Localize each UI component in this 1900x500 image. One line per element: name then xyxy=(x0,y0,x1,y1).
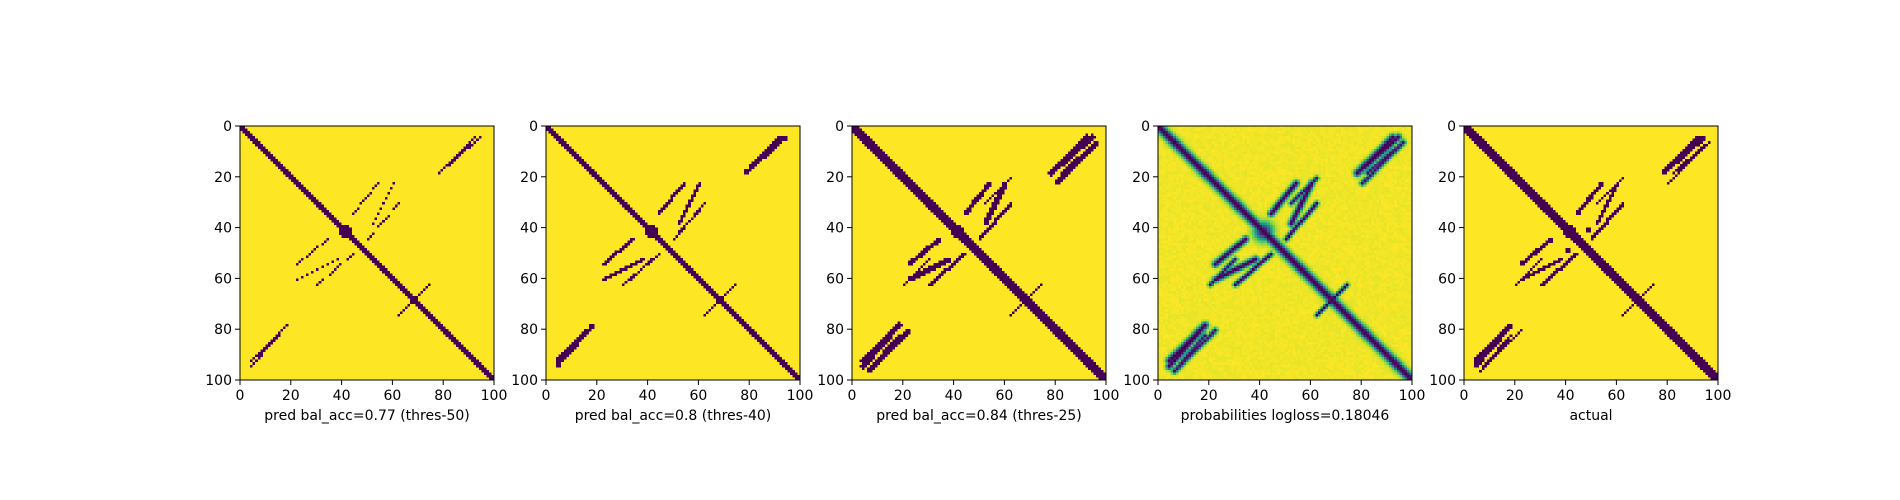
axes-frame xyxy=(1463,125,1719,381)
y-tick-label: 40 xyxy=(1132,221,1150,237)
heatmap-image xyxy=(1158,126,1412,380)
y-tick-label: 100 xyxy=(511,373,538,389)
x-tick-label: 20 xyxy=(1506,388,1524,404)
x-axis-label: probabilities logloss=0.18046 xyxy=(1181,408,1390,424)
x-tick-label: 20 xyxy=(1200,388,1218,404)
x-tick-label: 100 xyxy=(1705,388,1732,404)
y-tick-label: 20 xyxy=(826,170,844,186)
axes-frame xyxy=(851,125,1107,381)
y-tick-label: 40 xyxy=(214,221,232,237)
panel-4: 0 0 20 20 40 40 60 60 80 80 100 100 probabilities lo… xyxy=(1123,119,1425,424)
x-tick-label: 20 xyxy=(894,388,912,404)
x-tick-label: 60 xyxy=(383,388,401,404)
x-tick-label: 100 xyxy=(787,388,814,404)
x-axis-label: actual xyxy=(1569,408,1612,424)
x-axis-label: pred bal_acc=0.84 (thres-25) xyxy=(876,408,1081,424)
heatmap-image xyxy=(1464,126,1718,380)
x-tick-label: 0 xyxy=(542,388,551,404)
y-tick-label: 20 xyxy=(1438,170,1456,186)
x-tick-label: 80 xyxy=(1352,388,1370,404)
x-axis-label: pred bal_acc=0.77 (thres-50) xyxy=(264,408,469,424)
x-tick-label: 60 xyxy=(995,388,1013,404)
x-tick-label: 100 xyxy=(481,388,508,404)
x-tick-label: 80 xyxy=(1046,388,1064,404)
x-tick-label: 80 xyxy=(740,388,758,404)
y-tick-label: 20 xyxy=(520,170,538,186)
x-tick-label: 80 xyxy=(434,388,452,404)
y-tick-label: 60 xyxy=(214,271,232,287)
y-tick-label: 80 xyxy=(520,322,538,338)
x-tick-label: 0 xyxy=(1460,388,1469,404)
axes-frame xyxy=(1157,125,1413,381)
heatmap-image xyxy=(240,126,494,380)
y-tick-label: 60 xyxy=(1438,271,1456,287)
y-tick-label: 100 xyxy=(1123,373,1150,389)
y-tick-label: 0 xyxy=(1447,119,1456,135)
x-tick-label: 100 xyxy=(1399,388,1426,404)
x-tick-label: 20 xyxy=(282,388,300,404)
heatmap-image xyxy=(852,126,1106,380)
x-tick-label: 0 xyxy=(848,388,857,404)
x-tick-label: 80 xyxy=(1658,388,1676,404)
x-tick-label: 40 xyxy=(333,388,351,404)
x-tick-label: 60 xyxy=(1607,388,1625,404)
heatmap-image xyxy=(546,126,800,380)
x-tick-label: 40 xyxy=(1251,388,1269,404)
y-tick-label: 20 xyxy=(1132,170,1150,186)
x-tick-label: 20 xyxy=(588,388,606,404)
y-tick-label: 60 xyxy=(826,271,844,287)
y-tick-label: 0 xyxy=(223,119,232,135)
y-tick-label: 40 xyxy=(520,221,538,237)
y-tick-label: 80 xyxy=(826,322,844,338)
x-tick-label: 40 xyxy=(639,388,657,404)
y-tick-label: 40 xyxy=(826,221,844,237)
y-tick-label: 100 xyxy=(817,373,844,389)
y-tick-label: 80 xyxy=(1132,322,1150,338)
y-tick-label: 80 xyxy=(214,322,232,338)
y-tick-label: 60 xyxy=(520,271,538,287)
x-tick-label: 0 xyxy=(1154,388,1163,404)
x-tick-label: 60 xyxy=(1301,388,1319,404)
y-tick-label: 0 xyxy=(529,119,538,135)
x-axis-label: pred bal_acc=0.8 (thres-40) xyxy=(575,408,772,424)
panel-1: 0 0 20 20 40 40 60 60 80 80 100 100 pred bal_acc=0.7… xyxy=(205,119,507,424)
x-tick-label: 40 xyxy=(945,388,963,404)
panel-5: 0 0 20 20 40 40 60 60 80 80 100 100 actual xyxy=(1429,119,1731,424)
y-tick-label: 100 xyxy=(1429,373,1456,389)
panel-2: 0 0 20 20 40 40 60 60 80 80 100 100 pred bal_acc=0.8… xyxy=(511,119,813,424)
y-tick-label: 100 xyxy=(205,373,232,389)
y-tick-label: 20 xyxy=(214,170,232,186)
x-tick-label: 40 xyxy=(1557,388,1575,404)
y-tick-label: 60 xyxy=(1132,271,1150,287)
y-tick-label: 0 xyxy=(1141,119,1150,135)
axes-frame xyxy=(239,125,495,381)
y-tick-label: 80 xyxy=(1438,322,1456,338)
panel-3: 0 0 20 20 40 40 60 60 80 80 100 100 pred bal_acc=0.8… xyxy=(817,119,1119,424)
axes-frame xyxy=(545,125,801,381)
y-tick-label: 40 xyxy=(1438,221,1456,237)
y-tick-label: 0 xyxy=(835,119,844,135)
x-tick-label: 0 xyxy=(236,388,245,404)
x-tick-label: 60 xyxy=(689,388,707,404)
x-tick-label: 100 xyxy=(1093,388,1120,404)
